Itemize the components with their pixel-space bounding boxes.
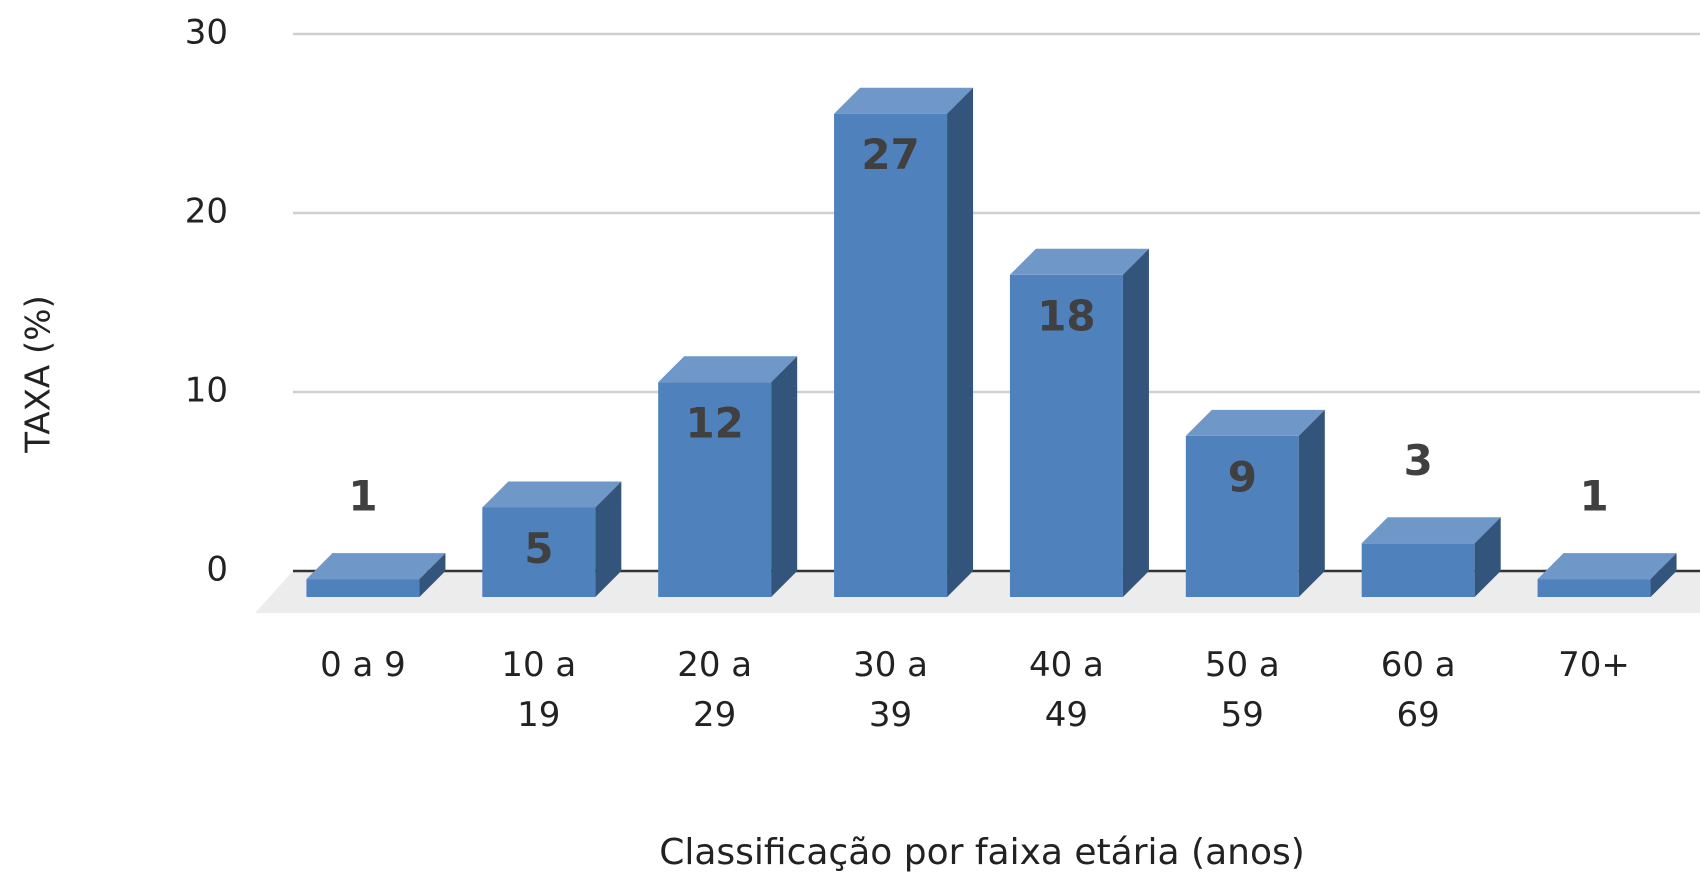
x-tick-label: 20 a 29: [677, 645, 753, 735]
bar-top: [306, 553, 446, 580]
data-label: 1: [1579, 472, 1608, 521]
y-tick-label: 10: [185, 371, 228, 411]
bar-top: [1361, 517, 1501, 544]
bar-front: [658, 382, 772, 597]
bar-side: [1122, 248, 1149, 598]
x-axis-title: Classificação por faixa etária (anos): [659, 832, 1305, 873]
bar-side: [419, 553, 446, 597]
bar-top: [482, 481, 622, 508]
bar-top: [658, 356, 798, 383]
bar-front: [1185, 435, 1299, 597]
bar-front: [1009, 274, 1123, 597]
bar-side: [1650, 553, 1677, 597]
data-label: 3: [1404, 436, 1433, 485]
data-label: 27: [861, 130, 919, 179]
data-label: 9: [1228, 452, 1257, 501]
bar: [1009, 248, 1149, 598]
x-tick-label: 0 a 9: [320, 645, 406, 685]
x-tick-label: 40 a 49: [1028, 645, 1104, 735]
bar-top: [1185, 409, 1325, 436]
bar-front: [482, 507, 596, 597]
bar-side: [947, 87, 974, 597]
data-label: 1: [348, 472, 377, 521]
bar: [482, 481, 622, 597]
x-tick-label: 50 a 59: [1204, 645, 1280, 735]
x-tick-label: 60 a 69: [1380, 645, 1456, 735]
bar: [658, 356, 798, 597]
bar-front: [1361, 543, 1475, 597]
x-tick-label: 70+: [1558, 645, 1630, 685]
bar: [1537, 553, 1677, 597]
y-tick-label: 0: [206, 550, 228, 590]
bar-front: [306, 579, 420, 597]
y-tick-label: 30: [185, 13, 228, 53]
bar-front: [834, 113, 948, 597]
data-label: 5: [524, 524, 553, 573]
bar-front: [1537, 579, 1651, 597]
floor: [255, 571, 1700, 613]
y-axis-title: TAXA (%): [19, 295, 59, 454]
bar-top: [1537, 553, 1677, 580]
data-label: 18: [1037, 291, 1095, 340]
x-tick-label: 30 a 39: [853, 645, 929, 735]
bar-side: [771, 356, 798, 597]
bar-side: [1298, 409, 1325, 597]
bar: [306, 553, 446, 597]
x-tick-label: 10 a 19: [501, 645, 577, 735]
bar: [1185, 409, 1325, 597]
bar-top: [1009, 248, 1149, 275]
bar-top: [834, 87, 974, 114]
bar: [834, 87, 974, 597]
bar-side: [1474, 517, 1501, 597]
y-tick-label: 20: [185, 192, 228, 232]
bar: [1361, 517, 1501, 597]
data-label: 12: [685, 399, 743, 448]
bar-side: [595, 481, 622, 597]
